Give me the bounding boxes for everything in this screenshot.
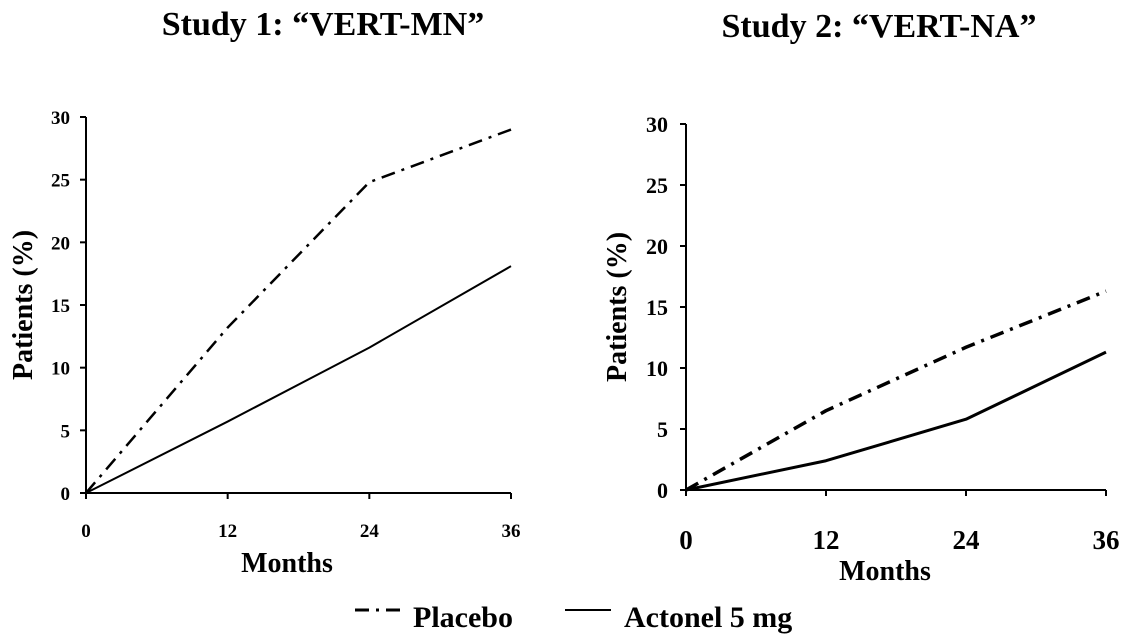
series-study-2 (685, 289, 1107, 492)
tick-labels-study-1: 0 5 10 15 20 25 30 0 12 24 36 (51, 108, 521, 542)
x-tick-label: 36 (1093, 525, 1120, 555)
y-tick-label: 10 (646, 356, 668, 381)
placebo-line-study-2 (685, 289, 1107, 492)
y-tick-label: 20 (51, 233, 70, 254)
axes-study-1 (80, 116, 512, 499)
chart-study-2: Study 2: “VERT-NA” Patients (%) Months 0… (602, 8, 1120, 587)
legend-label-actonel: Actonel 5 mg (624, 601, 792, 634)
x-tick-label: 36 (502, 521, 521, 542)
x-tick-label: 12 (218, 521, 237, 542)
y-tick-label: 25 (646, 173, 668, 198)
series-study-1 (85, 128, 512, 494)
y-tick-label: 5 (657, 417, 668, 442)
chart-study-1: Study 1: “VERT-MN” Patients (%) Months 0… (8, 6, 521, 579)
x-axis-label-study-1: Months (241, 548, 333, 579)
chart-title-study-1: Study 1: “VERT-MN” (162, 6, 485, 43)
y-tick-label: 30 (646, 112, 668, 137)
x-tick-label: 0 (81, 521, 91, 542)
actonel-line-study-1 (85, 265, 512, 494)
chart-title-study-2: Study 2: “VERT-NA” (722, 8, 1037, 45)
y-axis-label-study-1: Patients (%) (8, 230, 39, 380)
y-tick-label: 0 (61, 484, 71, 505)
x-tick-label: 24 (953, 525, 980, 555)
axes-study-2 (680, 123, 1107, 496)
legend-label-placebo: Placebo (413, 601, 513, 634)
placebo-line-study-1 (85, 128, 512, 494)
y-tick-label: 15 (51, 296, 70, 317)
y-tick-label: 20 (646, 234, 668, 259)
y-tick-label: 5 (61, 421, 71, 442)
y-tick-label: 15 (646, 295, 668, 320)
x-axis-label-study-2: Months (839, 556, 931, 587)
y-tick-label: 30 (51, 108, 70, 129)
actonel-line-study-2 (685, 350, 1107, 492)
y-tick-label: 10 (51, 359, 70, 380)
y-tick-label: 0 (657, 478, 668, 503)
y-tick-label: 25 (51, 171, 70, 192)
y-axis-label-study-2: Patients (%) (602, 232, 633, 382)
legend: Placebo Actonel 5 mg (355, 601, 792, 634)
x-tick-label: 24 (360, 521, 380, 542)
x-tick-label: 12 (813, 525, 840, 555)
tick-labels-study-2: 0 5 10 15 20 25 30 0 12 24 36 (646, 112, 1120, 555)
x-tick-label: 0 (679, 525, 693, 555)
